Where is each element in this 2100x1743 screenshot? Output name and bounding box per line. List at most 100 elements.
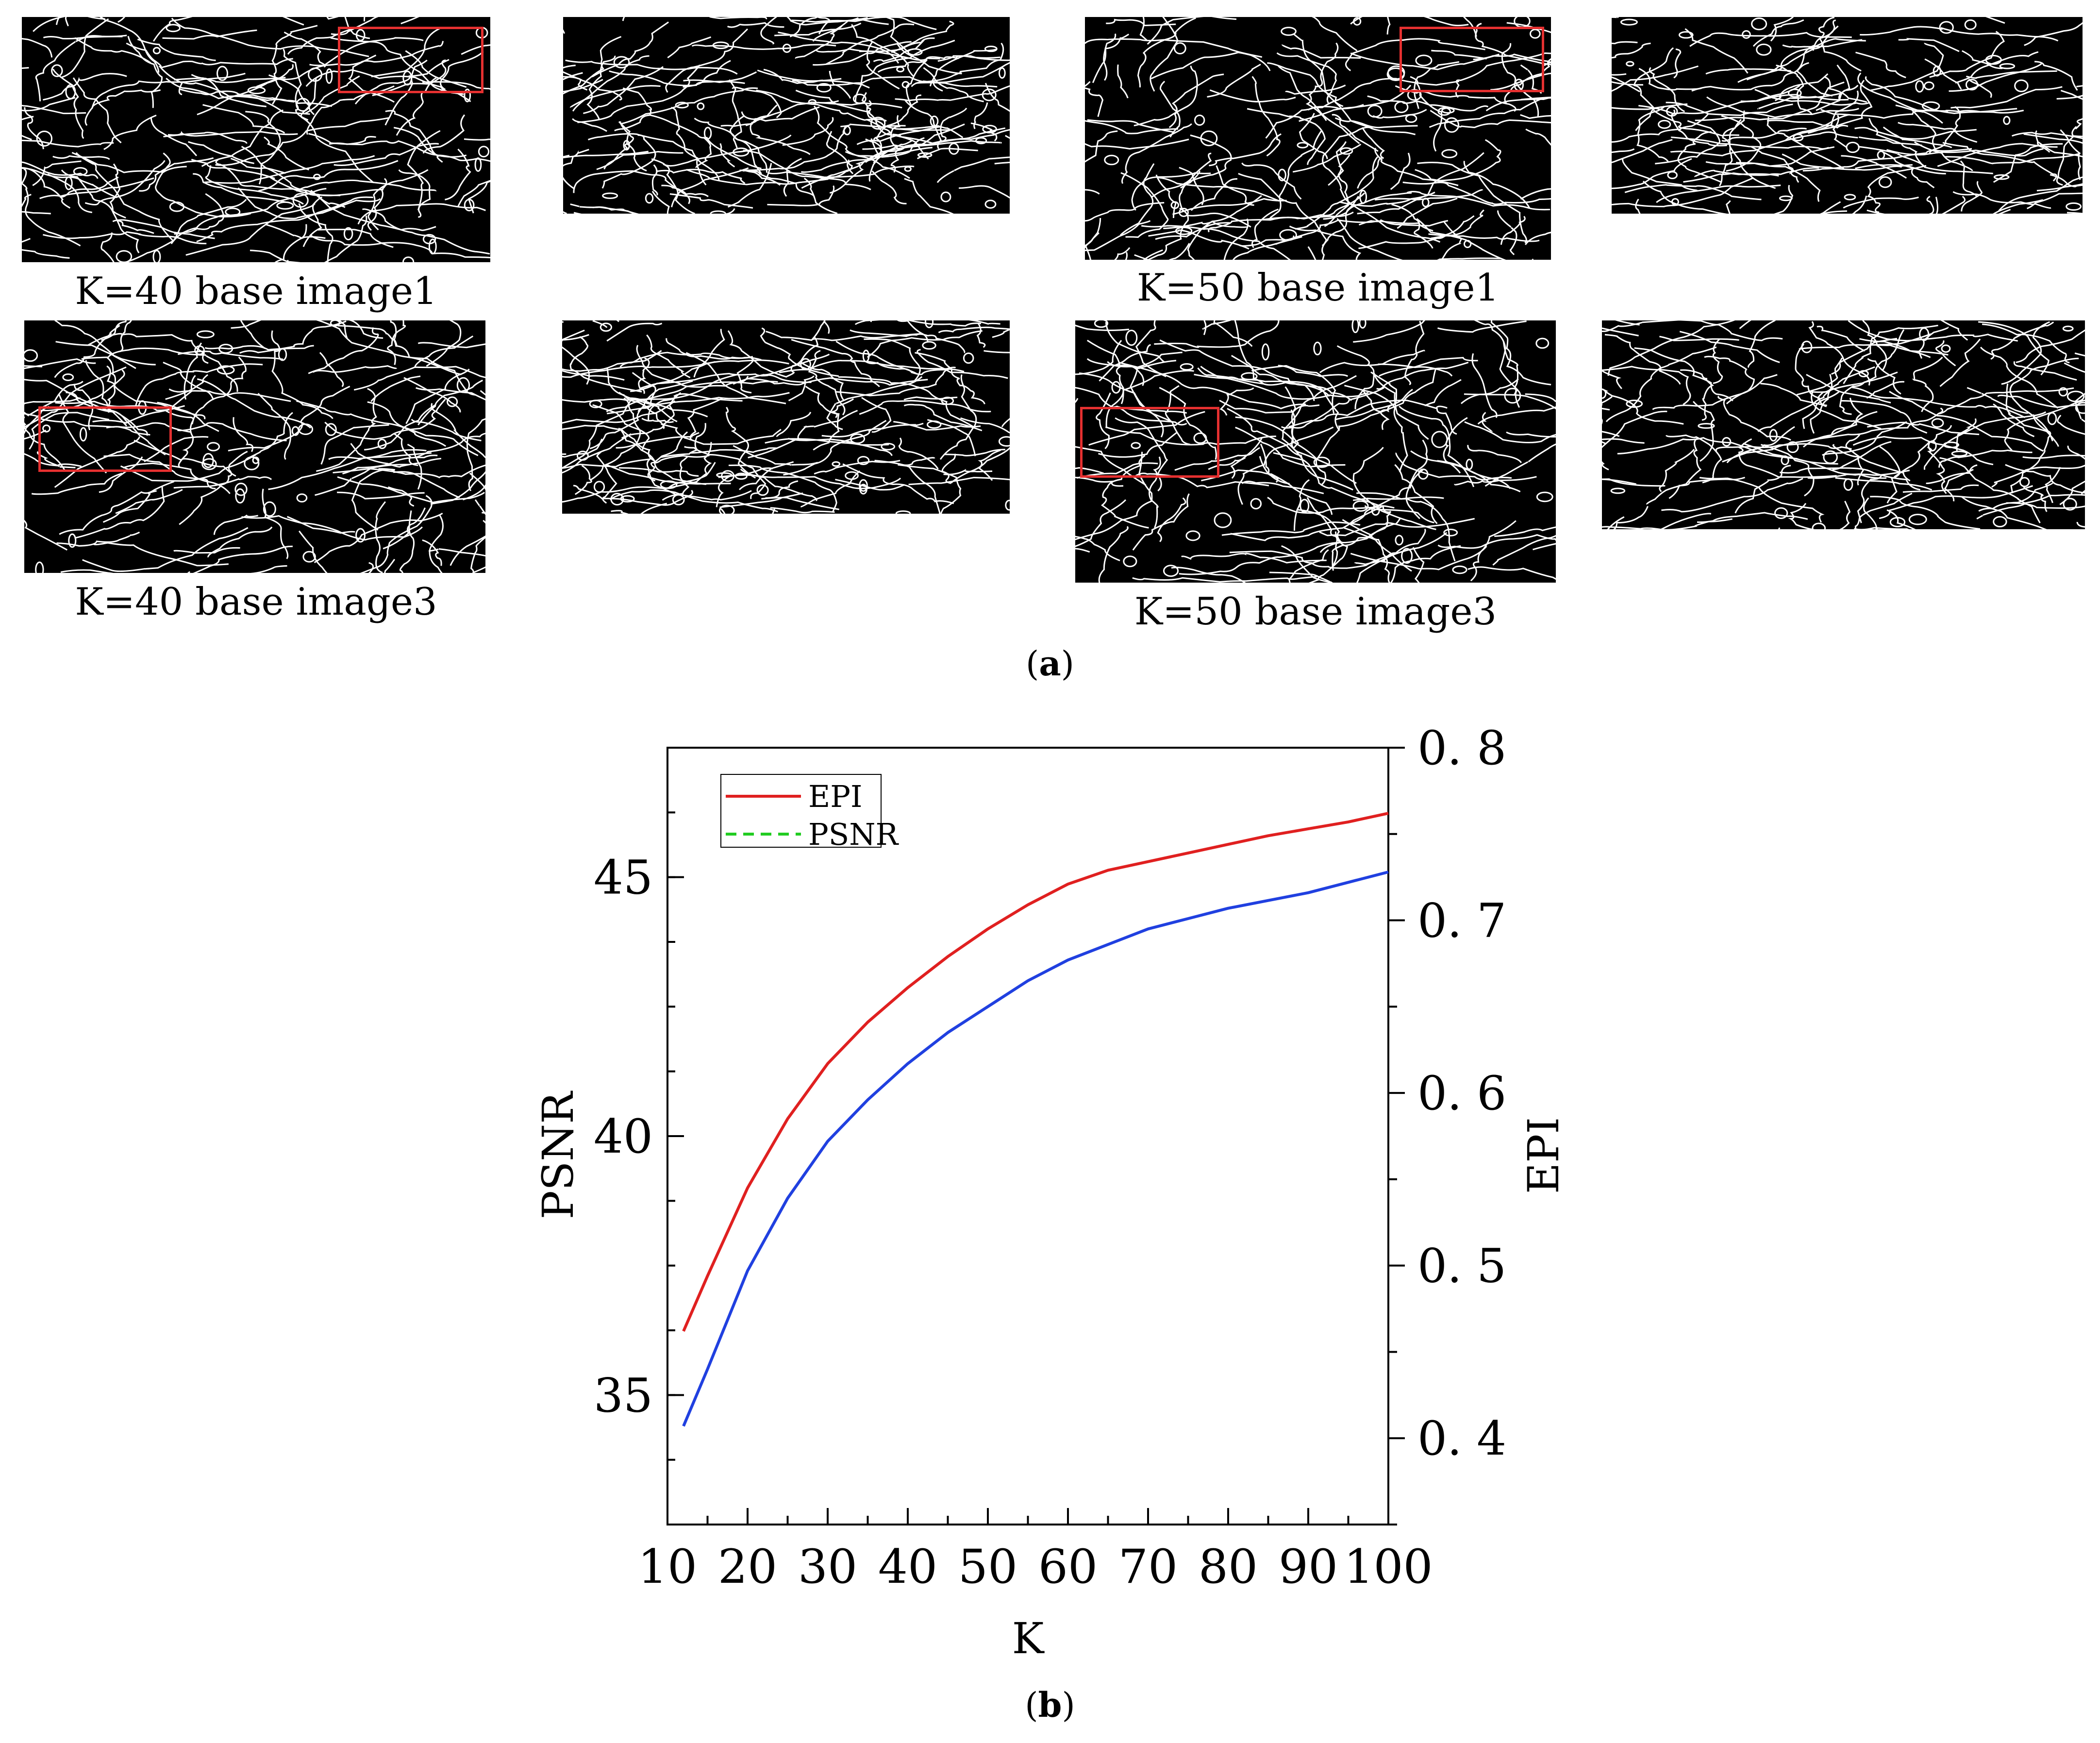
edge-contour xyxy=(688,398,723,440)
edge-contour xyxy=(563,73,583,93)
edge-contour xyxy=(363,209,490,254)
edge-contour xyxy=(801,148,932,172)
edge-contour xyxy=(1299,85,1411,121)
edge-blob xyxy=(1406,115,1417,122)
edge-contour xyxy=(563,66,576,107)
edge-contour xyxy=(1718,396,1791,440)
edge-contour xyxy=(179,452,248,524)
edge-contour xyxy=(1854,528,1926,529)
edge-contour xyxy=(590,398,640,481)
edge-contour xyxy=(1217,166,1254,205)
edge-blob xyxy=(624,141,629,150)
edge-contour xyxy=(1273,453,1391,512)
edge-contour xyxy=(1945,154,2079,164)
edge-contour xyxy=(1160,82,1180,137)
edge-blob xyxy=(24,350,37,361)
edge-contour xyxy=(258,393,291,459)
edge-blob xyxy=(1924,82,1933,89)
edge-contour xyxy=(1085,39,1262,57)
edge-blob xyxy=(1396,536,1403,545)
edge-contour xyxy=(1674,49,1681,78)
edge-contour xyxy=(117,220,154,233)
edge-contour xyxy=(1085,203,1164,221)
edge-contour xyxy=(93,406,185,423)
edge-contour xyxy=(1456,53,1551,98)
edge-contour xyxy=(62,19,108,77)
edge-contour xyxy=(440,51,483,89)
edge-blob xyxy=(1314,457,1329,467)
edge-contour xyxy=(756,90,886,121)
edge-contour xyxy=(729,465,836,512)
edge-contour xyxy=(1278,66,1359,144)
edge-contour xyxy=(53,69,84,138)
edge-contour xyxy=(2010,358,2079,441)
edge-contour xyxy=(1979,483,2052,511)
edge-contour xyxy=(605,465,731,484)
edge-blob xyxy=(594,482,604,492)
edge-blob xyxy=(1201,131,1217,145)
edge-blob xyxy=(858,457,868,465)
edge-contour xyxy=(1700,478,1822,522)
edge-blob xyxy=(1878,151,1884,159)
edge-blob xyxy=(1467,459,1472,469)
edge-contour xyxy=(284,32,325,67)
edge-contour xyxy=(37,17,68,26)
edge-contour xyxy=(2075,68,2083,129)
edge-contour xyxy=(1617,438,1838,464)
edge-blob xyxy=(167,25,180,32)
edge-contour xyxy=(728,331,787,377)
edge-contour xyxy=(180,89,310,114)
edge-contour xyxy=(1628,514,1711,529)
edge-blob xyxy=(1659,120,1670,128)
edge-contour xyxy=(813,320,832,334)
edge-contour xyxy=(1267,63,1372,128)
edge-contour xyxy=(231,320,352,328)
edge-contour xyxy=(941,108,967,141)
edge-contour xyxy=(1656,185,1781,202)
edge-blob xyxy=(1126,330,1137,345)
edge-contour xyxy=(904,179,995,214)
edge-contour xyxy=(743,169,780,185)
edge-contour xyxy=(329,450,426,459)
edge-blob xyxy=(985,47,997,51)
edge-blob xyxy=(226,208,240,216)
edge-contour xyxy=(335,496,432,573)
edge-contour xyxy=(364,404,436,450)
edge-blob xyxy=(1929,441,1936,451)
edge-contour xyxy=(942,454,955,484)
edge-contour xyxy=(156,153,251,217)
edge-blob xyxy=(1453,566,1467,573)
edge-contour xyxy=(789,376,814,401)
edge-contour xyxy=(838,377,974,427)
edge-blob xyxy=(735,473,747,479)
edge-contour xyxy=(383,508,425,549)
edge-contour xyxy=(417,431,486,457)
edge-contour xyxy=(650,115,762,169)
edge-blob xyxy=(1844,479,1852,490)
edge-contour xyxy=(923,41,1010,82)
edge-blob xyxy=(1679,32,1693,38)
edge-blob xyxy=(844,126,850,134)
edge-blob xyxy=(918,153,932,157)
edge-blob xyxy=(1952,452,1967,456)
edge-blob xyxy=(293,194,308,207)
edge-contour xyxy=(1855,493,1912,529)
edge-contour xyxy=(1252,77,1280,156)
edge-blob xyxy=(1174,43,1185,53)
edge-contour xyxy=(1819,17,1861,71)
edge-contour xyxy=(1962,182,1982,212)
edge-blob xyxy=(676,102,688,108)
edge-contour xyxy=(1483,413,1492,432)
edge-contour xyxy=(1210,90,1296,102)
edge-contour xyxy=(135,364,263,408)
legend-label: PSNR xyxy=(808,817,899,852)
edge-contour xyxy=(116,489,183,513)
edge-contour xyxy=(1526,129,1551,180)
edge-contour xyxy=(273,17,329,19)
edge-contour xyxy=(2046,467,2060,503)
edge-contour xyxy=(916,83,997,87)
edge-contour xyxy=(565,320,607,328)
edge-contour xyxy=(1075,398,1078,413)
edge-contour xyxy=(1175,448,1260,470)
caption-k40-image1: K=40 base image1 xyxy=(75,269,437,313)
